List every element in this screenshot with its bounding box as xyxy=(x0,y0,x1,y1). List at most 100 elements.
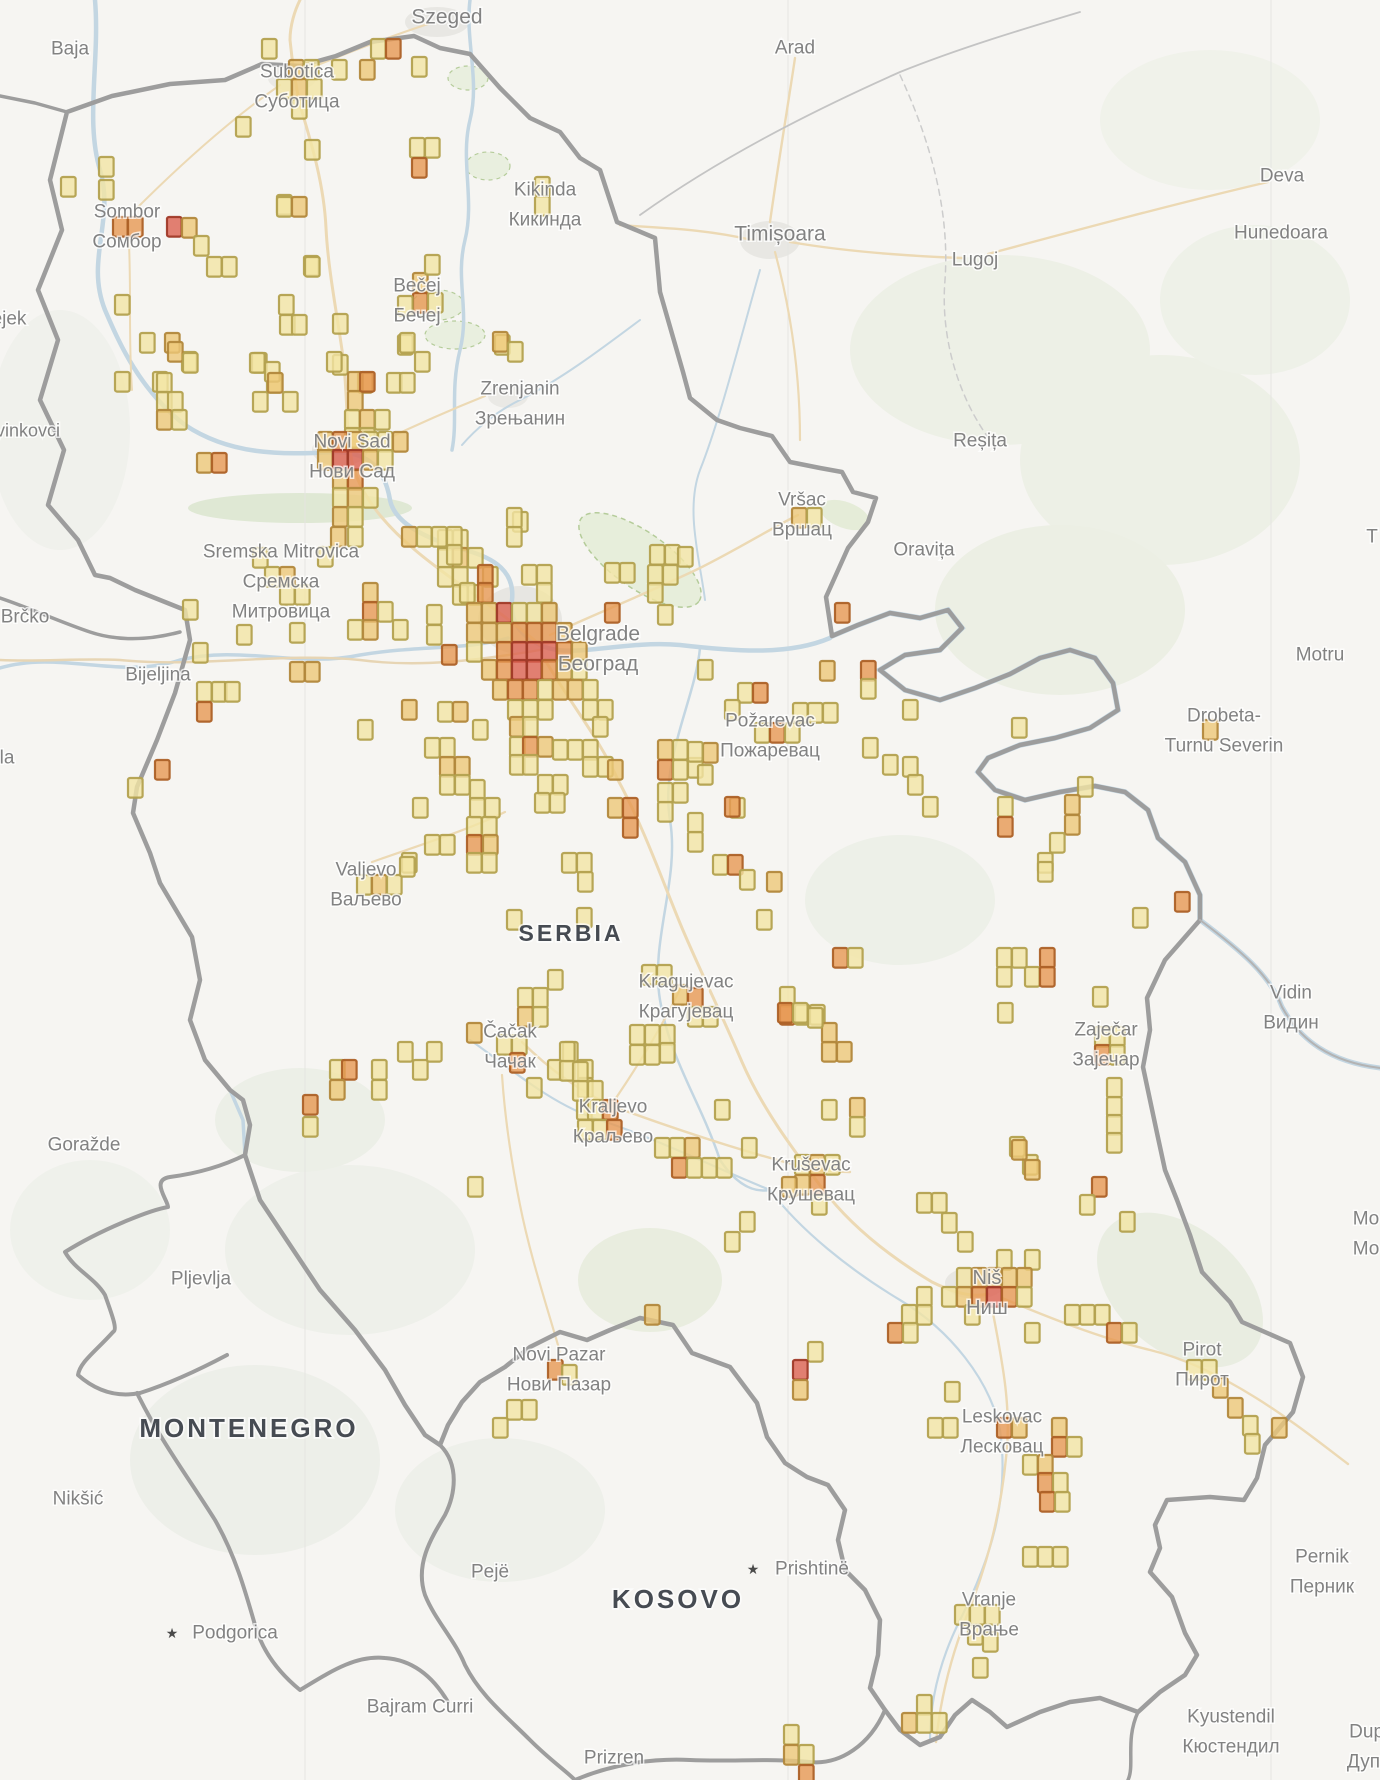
heat-cell-level-3[interactable] xyxy=(656,758,674,781)
heat-cell-level-1[interactable] xyxy=(480,851,498,874)
heat-cell-level-3[interactable] xyxy=(540,621,558,644)
heat-cell-level-2[interactable] xyxy=(491,330,509,353)
heat-cell-level-1[interactable] xyxy=(701,1005,719,1028)
heat-cell-level-3[interactable] xyxy=(521,678,539,701)
heat-cell-level-2[interactable] xyxy=(1010,1138,1028,1161)
heat-cell-level-2[interactable] xyxy=(155,408,173,431)
heat-cell-level-2[interactable] xyxy=(480,658,498,681)
heat-cell-level-1[interactable] xyxy=(576,870,594,893)
heat-cell-level-1[interactable] xyxy=(736,681,754,704)
heat-cell-level-1[interactable] xyxy=(915,1191,933,1214)
heat-cell-level-1[interactable] xyxy=(859,677,877,700)
heat-cell-level-1[interactable] xyxy=(926,1416,944,1439)
heat-cell-level-1[interactable] xyxy=(996,795,1014,818)
heat-cell-level-3[interactable] xyxy=(726,853,744,876)
heat-cell-level-2[interactable] xyxy=(453,755,471,778)
heat-cell-level-1[interactable] xyxy=(983,1603,1001,1626)
heat-cell-level-1[interactable] xyxy=(411,796,429,819)
heat-cell-level-1[interactable] xyxy=(277,293,295,316)
heat-cell-level-1[interactable] xyxy=(782,1723,800,1746)
heat-cell-level-3[interactable] xyxy=(886,1321,904,1344)
heat-cell-level-4[interactable] xyxy=(525,640,543,663)
heat-cell-level-3[interactable] xyxy=(540,658,558,681)
heat-cell-level-1[interactable] xyxy=(438,773,456,796)
heat-cell-level-1[interactable] xyxy=(453,773,471,796)
heat-cell-level-1[interactable] xyxy=(536,698,554,721)
heat-cell-level-1[interactable] xyxy=(1105,1095,1123,1118)
heat-cell-level-1[interactable] xyxy=(930,1711,948,1734)
heat-cell-level-1[interactable] xyxy=(398,855,416,878)
heat-cell-level-1[interactable] xyxy=(376,448,394,471)
heat-cell-level-1[interactable] xyxy=(1036,860,1054,883)
heat-cell-level-1[interactable] xyxy=(260,37,278,60)
heat-cell-level-1[interactable] xyxy=(396,1040,414,1063)
heat-cell-level-1[interactable] xyxy=(413,350,431,373)
heat-cell-level-1[interactable] xyxy=(901,755,919,778)
heat-cell-level-2[interactable] xyxy=(1036,1453,1054,1476)
heat-cell-level-3[interactable] xyxy=(126,215,144,238)
heat-cell-level-3[interactable] xyxy=(210,451,228,474)
heat-cell-level-1[interactable] xyxy=(723,1230,741,1253)
heat-cell-level-1[interactable] xyxy=(330,58,348,81)
heat-cell-level-2[interactable] xyxy=(303,660,321,683)
heat-cell-level-2[interactable] xyxy=(1000,1266,1018,1289)
heat-cell-level-1[interactable] xyxy=(901,698,919,721)
heat-cell-level-1[interactable] xyxy=(996,1001,1014,1024)
heat-cell-level-3[interactable] xyxy=(340,1058,358,1081)
heat-cell-level-1[interactable] xyxy=(191,641,209,664)
heat-cell-level-1[interactable] xyxy=(505,525,523,548)
heat-cell-level-1[interactable] xyxy=(505,908,523,931)
heat-cell-level-3[interactable] xyxy=(465,833,483,856)
heat-cell-level-1[interactable] xyxy=(1078,1303,1096,1326)
heat-cell-level-1[interactable] xyxy=(248,351,266,374)
heat-cell-level-1[interactable] xyxy=(963,1303,981,1326)
heat-cell-level-2[interactable] xyxy=(481,833,499,856)
heat-cell-level-3[interactable] xyxy=(495,658,513,681)
heat-cell-level-2[interactable] xyxy=(566,678,584,701)
heat-cell-level-3[interactable] xyxy=(751,681,769,704)
heat-cell-level-1[interactable] xyxy=(955,1266,973,1289)
heat-cell-level-2[interactable] xyxy=(848,1096,866,1119)
heat-cell-level-2[interactable] xyxy=(346,389,364,412)
heat-cell-level-1[interactable] xyxy=(1051,1545,1069,1568)
heat-cell-level-1[interactable] xyxy=(823,1153,841,1176)
heat-cell-level-3[interactable] xyxy=(670,1156,688,1179)
heat-cell-level-3[interactable] xyxy=(603,601,621,624)
heat-cell-level-1[interactable] xyxy=(646,563,664,586)
heat-cell-level-1[interactable] xyxy=(805,506,823,529)
heat-cell-level-1[interactable] xyxy=(797,1743,815,1766)
heat-cell-level-3[interactable] xyxy=(1173,890,1191,913)
heat-cell-level-1[interactable] xyxy=(303,255,321,278)
heat-cell-level-1[interactable] xyxy=(575,851,593,874)
heat-cell-level-1[interactable] xyxy=(465,815,483,838)
heat-cell-level-3[interactable] xyxy=(859,659,877,682)
heat-cell-level-1[interactable] xyxy=(525,1076,543,1099)
heat-cell-level-1[interactable] xyxy=(480,815,498,838)
heat-cell-level-1[interactable] xyxy=(981,1630,999,1653)
heat-cell-level-1[interactable] xyxy=(930,1191,948,1214)
heat-cell-level-1[interactable] xyxy=(301,1115,319,1138)
heat-cell-level-2[interactable] xyxy=(1270,1416,1288,1439)
heat-cell-level-1[interactable] xyxy=(558,1040,576,1063)
heat-cell-level-1[interactable] xyxy=(791,1001,809,1024)
heat-cell-level-1[interactable] xyxy=(956,1230,974,1253)
heat-cell-level-1[interactable] xyxy=(346,525,364,548)
heat-cell-level-1[interactable] xyxy=(846,946,864,969)
heat-cell-level-3[interactable] xyxy=(384,37,402,60)
heat-cell-level-1[interactable] xyxy=(820,1098,838,1121)
heat-cell-level-1[interactable] xyxy=(653,1136,671,1159)
heat-cell-level-1[interactable] xyxy=(1076,775,1094,798)
heat-cell-level-1[interactable] xyxy=(1048,831,1066,854)
heat-cell-level-1[interactable] xyxy=(331,486,349,509)
heat-cell-level-1[interactable] xyxy=(520,563,538,586)
heat-cell-level-1[interactable] xyxy=(900,1303,918,1326)
heat-cell-level-1[interactable] xyxy=(521,753,539,776)
heat-cell-level-1[interactable] xyxy=(1010,716,1028,739)
heat-cell-level-1[interactable] xyxy=(288,621,306,644)
heat-cell-level-1[interactable] xyxy=(715,1156,733,1179)
heat-cell-level-1[interactable] xyxy=(1108,1043,1126,1066)
heat-cell-level-3[interactable] xyxy=(996,815,1014,838)
heat-cell-level-1[interactable] xyxy=(806,1340,824,1363)
heat-cell-level-1[interactable] xyxy=(290,97,308,120)
